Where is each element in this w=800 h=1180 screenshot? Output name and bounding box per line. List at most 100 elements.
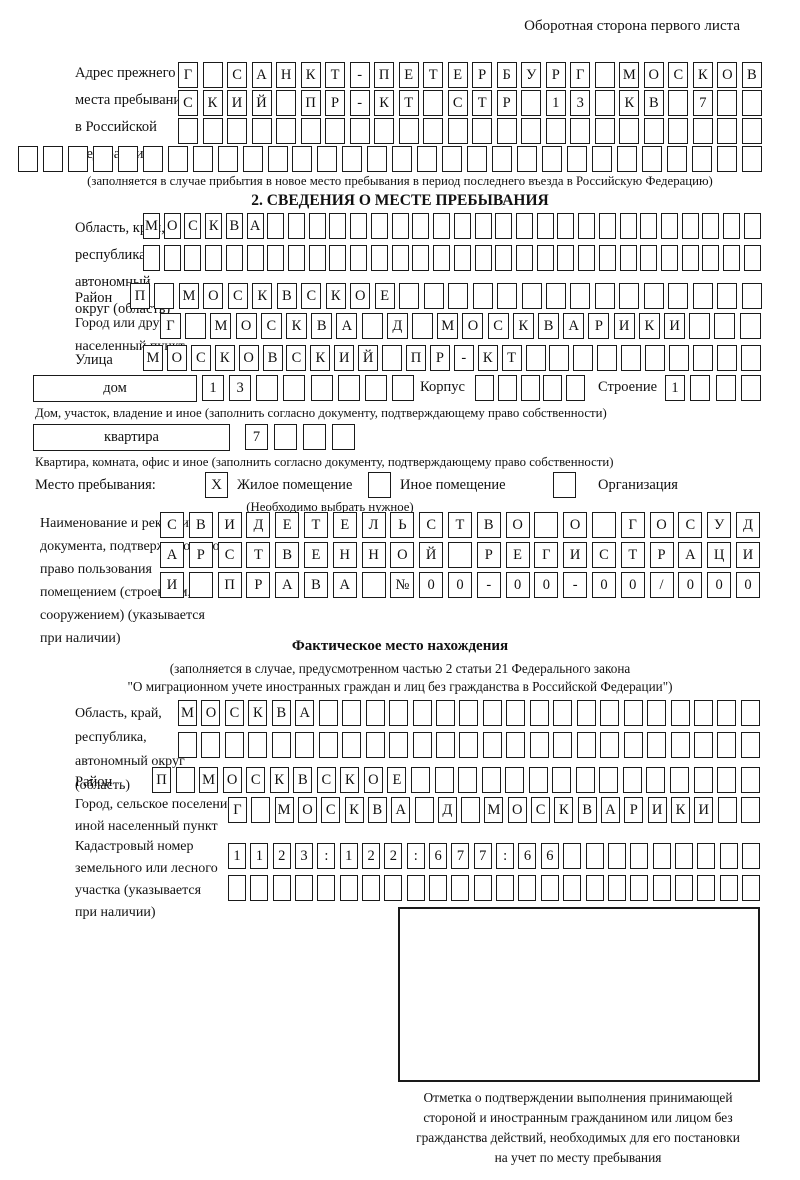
char-cell[interactable] (417, 146, 438, 172)
char-cell[interactable]: К (248, 700, 268, 726)
char-cell[interactable] (67, 146, 88, 172)
char-cell[interactable]: 0 (620, 572, 645, 598)
char-cell[interactable] (217, 146, 238, 172)
char-cell[interactable] (482, 732, 502, 758)
char-cell[interactable]: И (647, 797, 667, 823)
char-cell[interactable] (542, 146, 563, 172)
char-cell[interactable] (300, 118, 321, 144)
char-cell[interactable] (482, 700, 502, 726)
char-cell[interactable] (143, 245, 160, 271)
char-cell[interactable] (178, 732, 197, 758)
char-cell[interactable] (350, 245, 368, 271)
char-cell[interactable] (370, 213, 388, 239)
char-cell[interactable]: 0 (419, 572, 444, 598)
char-cell[interactable] (670, 700, 690, 726)
char-cell[interactable]: А (678, 542, 703, 568)
char-cell[interactable]: О (643, 62, 664, 88)
char-cell[interactable] (332, 424, 355, 450)
char-cell[interactable] (740, 345, 761, 371)
char-cell[interactable] (339, 875, 358, 901)
char-cell[interactable]: Д (386, 313, 408, 339)
char-cell[interactable]: Т (398, 90, 419, 116)
char-cell[interactable] (630, 843, 649, 869)
char-cell[interactable] (389, 732, 409, 758)
checkbox-inoe[interactable] (368, 472, 391, 498)
char-cell[interactable]: И (334, 345, 355, 371)
char-cell[interactable]: В (577, 797, 597, 823)
char-cell[interactable] (515, 245, 533, 271)
char-cell[interactable]: О (505, 512, 530, 538)
char-cell[interactable]: Г (160, 313, 181, 339)
char-cell[interactable] (256, 375, 279, 401)
char-cell[interactable]: И (160, 572, 184, 598)
char-cell[interactable] (573, 345, 594, 371)
char-cell[interactable] (597, 345, 618, 371)
char-cell[interactable]: М (178, 283, 199, 309)
char-cell[interactable] (391, 213, 409, 239)
char-cell[interactable]: 2 (272, 843, 291, 869)
char-cell[interactable] (630, 875, 649, 901)
char-cell[interactable] (350, 213, 368, 239)
char-cell[interactable]: О (363, 767, 383, 793)
char-cell[interactable] (276, 90, 297, 116)
char-cell[interactable]: Д (437, 797, 457, 823)
char-cell[interactable]: В (643, 90, 664, 116)
char-cell[interactable]: А (391, 797, 411, 823)
char-cell[interactable]: В (303, 572, 328, 598)
char-cell[interactable] (578, 213, 596, 239)
char-cell[interactable]: В (271, 700, 291, 726)
char-cell[interactable]: : (317, 843, 336, 869)
char-cell[interactable] (497, 375, 517, 401)
char-cell[interactable] (248, 732, 268, 758)
char-cell[interactable]: М (274, 797, 294, 823)
char-cell[interactable] (545, 283, 566, 309)
char-cell[interactable]: К (670, 797, 690, 823)
char-cell[interactable] (185, 313, 207, 339)
char-cell[interactable]: А (160, 542, 184, 568)
char-cell[interactable] (242, 146, 263, 172)
char-cell[interactable]: С (227, 62, 248, 88)
char-cell[interactable] (600, 700, 620, 726)
char-cell[interactable]: И (217, 512, 242, 538)
char-cell[interactable] (337, 375, 360, 401)
char-cell[interactable] (362, 875, 381, 901)
char-cell[interactable]: А (332, 572, 357, 598)
char-cell[interactable] (716, 146, 737, 172)
char-cell[interactable]: Л (361, 512, 386, 538)
char-cell[interactable] (717, 118, 738, 144)
char-cell[interactable]: Т (246, 542, 271, 568)
char-cell[interactable]: К (205, 213, 223, 239)
char-cell[interactable]: Е (332, 512, 357, 538)
char-cell[interactable] (566, 146, 587, 172)
char-cell[interactable] (717, 700, 737, 726)
char-cell[interactable]: Г (534, 542, 559, 568)
char-cell[interactable] (225, 245, 243, 271)
char-cell[interactable]: А (246, 213, 264, 239)
char-cell[interactable] (692, 345, 713, 371)
char-cell[interactable] (621, 345, 642, 371)
char-cell[interactable] (435, 732, 455, 758)
char-cell[interactable] (566, 375, 585, 401)
char-cell[interactable]: К (374, 90, 395, 116)
char-cell[interactable] (693, 767, 713, 793)
char-cell[interactable]: Р (188, 542, 213, 568)
char-cell[interactable] (361, 572, 386, 598)
char-cell[interactable] (594, 62, 615, 88)
char-cell[interactable]: И (613, 313, 635, 339)
char-cell[interactable]: П (405, 345, 426, 371)
char-cell[interactable] (414, 797, 434, 823)
char-cell[interactable]: Т (325, 62, 346, 88)
char-cell[interactable] (536, 213, 554, 239)
char-cell[interactable] (689, 313, 711, 339)
char-cell[interactable] (411, 767, 431, 793)
char-cell[interactable]: 3 (570, 90, 591, 116)
char-cell[interactable] (496, 118, 517, 144)
char-cell[interactable] (668, 283, 689, 309)
char-cell[interactable]: Т (447, 512, 472, 538)
char-cell[interactable]: В (262, 345, 283, 371)
char-cell[interactable] (702, 213, 720, 239)
char-cell[interactable]: У (521, 62, 542, 88)
char-cell[interactable] (741, 843, 760, 869)
char-cell[interactable]: А (563, 313, 585, 339)
char-cell[interactable]: 0 (707, 572, 732, 598)
